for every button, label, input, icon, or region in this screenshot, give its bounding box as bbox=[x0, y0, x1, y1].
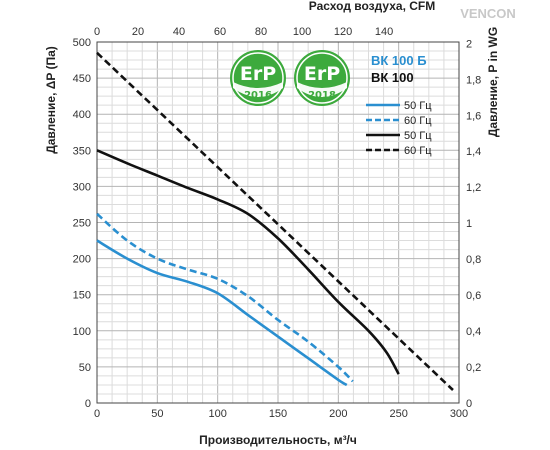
right-tick-label: 1,6 bbox=[466, 110, 481, 122]
y-tick-label: 50 bbox=[79, 362, 91, 374]
x-tick-label: 0 bbox=[94, 408, 100, 420]
x-tick-label: 250 bbox=[389, 408, 407, 420]
plot-frame bbox=[96, 41, 460, 404]
right-tick-label: 1,8 bbox=[466, 74, 481, 86]
y-tick-label: 400 bbox=[73, 109, 91, 121]
right-tick-label: 2 bbox=[466, 38, 472, 50]
model-label-vk100b: ВК 100 Б bbox=[371, 53, 427, 68]
y-tick-label: 0 bbox=[85, 398, 91, 410]
right-tick-label: 1,4 bbox=[466, 146, 481, 158]
top-tick-label: 60 bbox=[214, 26, 226, 38]
y-tick-label: 350 bbox=[73, 145, 91, 157]
y-axis-right-title: Давление, P in WG bbox=[486, 27, 500, 137]
y-tick-label: 100 bbox=[73, 326, 91, 338]
top-tick-label: 0 bbox=[94, 26, 100, 38]
legend-label-2: 50 Гц bbox=[404, 130, 432, 142]
y-tick-label: 500 bbox=[73, 37, 91, 49]
x-tick-label: 200 bbox=[329, 408, 347, 420]
erp-2018-badge: ErP 2018 bbox=[294, 50, 350, 106]
erp-2016-badge: ErP 2016 bbox=[230, 50, 286, 106]
right-tick-label: 1 bbox=[466, 218, 472, 230]
x-tick-label: 50 bbox=[151, 408, 163, 420]
top-axis-title: Расход воздуха, CFM bbox=[309, 0, 435, 13]
model-label-vk100: ВК 100 bbox=[371, 70, 414, 85]
badge-text: ErP bbox=[304, 63, 340, 85]
y-tick-label: 200 bbox=[73, 254, 91, 266]
legend: 50 Гц 60 Гц 50 Гц 60 Гц bbox=[366, 100, 432, 157]
y-tick-label: 450 bbox=[73, 73, 91, 85]
right-tick-label: 0,8 bbox=[466, 254, 481, 266]
right-tick-label: 0 bbox=[466, 398, 472, 410]
right-tick-label: 0,4 bbox=[466, 326, 481, 338]
watermark-logo: VENCON bbox=[460, 6, 516, 21]
top-tick-label: 20 bbox=[132, 26, 144, 38]
y-axis-left-title: Давление, ΔP (Па) bbox=[44, 46, 58, 154]
top-tick-label: 80 bbox=[255, 26, 267, 38]
y-tick-label: 300 bbox=[73, 181, 91, 193]
x-tick-label: 100 bbox=[208, 408, 226, 420]
badge-year: 2018 bbox=[308, 90, 336, 101]
series-line-2 bbox=[96, 149, 400, 375]
y-tick-label: 250 bbox=[73, 218, 91, 230]
legend-label-0: 50 Гц bbox=[404, 100, 432, 112]
series-line-1 bbox=[96, 212, 354, 383]
badge-year: 2016 bbox=[244, 90, 272, 101]
right-tick-label: 0,2 bbox=[466, 362, 481, 374]
right-tick-label: 1,2 bbox=[466, 182, 481, 194]
top-tick-label: 100 bbox=[293, 26, 311, 38]
top-tick-label: 120 bbox=[334, 26, 352, 38]
x-tick-label: 150 bbox=[269, 408, 287, 420]
top-tick-label: 40 bbox=[173, 26, 185, 38]
series-line-3 bbox=[96, 51, 454, 391]
top-tick-label: 140 bbox=[375, 26, 393, 38]
series-lines bbox=[96, 51, 454, 391]
series-line-0 bbox=[96, 239, 348, 387]
tick-labels: 0 50 100 150 200 250 3000501001502002503003504… bbox=[73, 26, 482, 420]
x-axis-title: Производительность, м³/ч bbox=[199, 433, 357, 447]
legend-label-3: 60 Гц bbox=[404, 145, 432, 157]
y-tick-label: 150 bbox=[73, 290, 91, 302]
badge-text: ErP bbox=[240, 63, 276, 85]
legend-label-1: 60 Гц bbox=[404, 115, 432, 127]
x-tick-label: 300 bbox=[450, 408, 468, 420]
right-tick-label: 0,6 bbox=[466, 290, 481, 302]
